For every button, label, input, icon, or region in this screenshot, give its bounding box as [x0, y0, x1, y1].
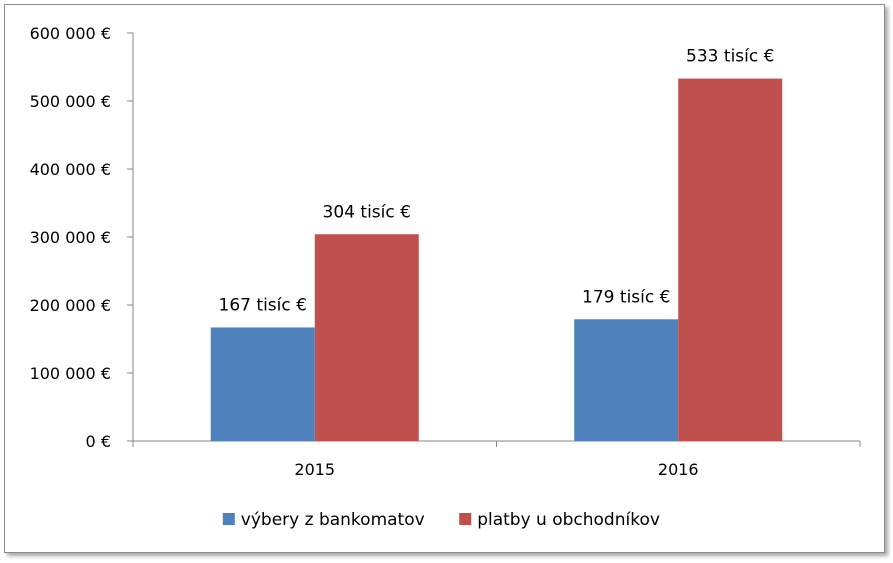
y-tick-label: 400 000 €: [30, 160, 111, 179]
bar: [574, 319, 679, 441]
y-tick-label: 0 €: [86, 432, 111, 451]
x-tick-label: 2016: [658, 460, 699, 479]
y-tick-label: 600 000 €: [30, 24, 111, 43]
y-tick-label: 100 000 €: [30, 364, 111, 383]
legend-label: výbery z bankomatov: [241, 510, 425, 530]
bar: [210, 327, 315, 441]
data-labels: 167 tisíc € 304 tisíc € 179 tisíc € 533 tis…: [219, 47, 775, 316]
bars: [210, 78, 783, 441]
data-label: 533 tisíc €: [686, 47, 774, 67]
y-tick-label: 500 000 €: [30, 92, 111, 111]
legend: výbery z bankomatov platby u obchodníkov: [222, 510, 660, 530]
legend-label: platby u obchodníkov: [477, 510, 660, 530]
data-label: 304 tisíc €: [323, 202, 411, 222]
bar: [678, 78, 783, 441]
legend-swatch: [459, 513, 472, 525]
y-tick-label: 200 000 €: [30, 296, 111, 315]
axes: 0 € 100 000 € 200 000 € 300 000 € 400 000 € 5…: [30, 24, 861, 479]
legend-swatch: [222, 513, 235, 525]
bar: [314, 234, 419, 441]
data-label: 167 tisíc €: [219, 295, 307, 315]
y-tick-label: 300 000 €: [30, 228, 111, 247]
x-tick-label: 2015: [294, 460, 335, 479]
data-label: 179 tisíc €: [582, 287, 670, 307]
